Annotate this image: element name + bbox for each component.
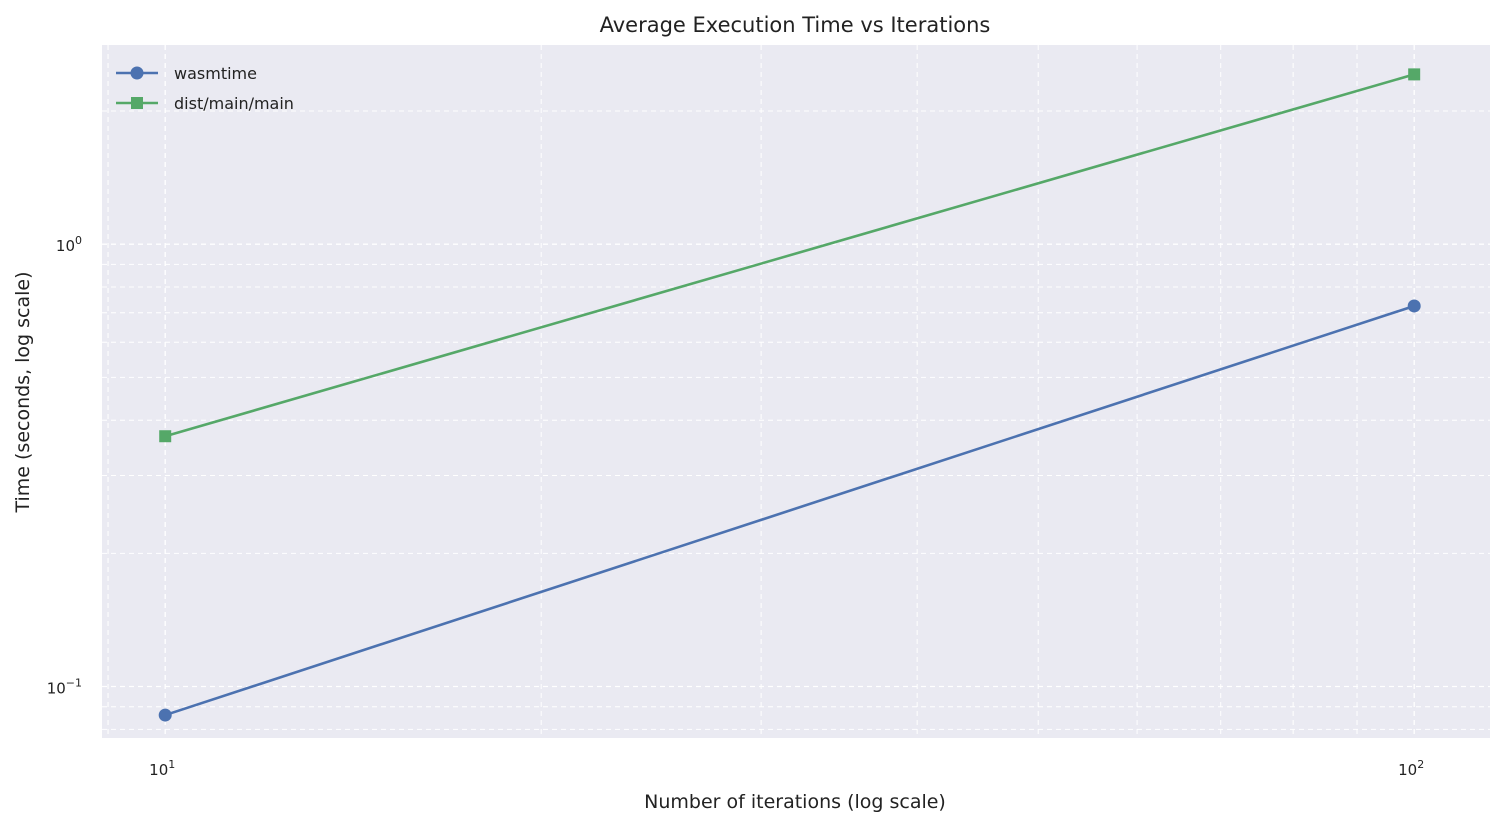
legend-label: dist/main/main: [174, 94, 294, 113]
data-point: [159, 430, 172, 443]
series-line: [164, 73, 1415, 438]
legend-marker: [131, 97, 143, 109]
x-axis-label: Number of iterations (log scale): [644, 791, 946, 813]
y-tick-label: 100: [56, 234, 82, 255]
series-layer: [158, 68, 1421, 722]
chart-title: Average Execution Time vs Iterations: [600, 13, 991, 37]
y-axis-label: Time (seconds, log scale): [12, 271, 34, 513]
legend-label: wasmtime: [174, 64, 257, 83]
y-tick-label: 10−1: [47, 677, 82, 698]
x-tick-label: 102: [1398, 758, 1424, 779]
series-line: [164, 304, 1415, 717]
legend: wasmtime dist/main/main: [116, 64, 294, 113]
plot-background: [102, 45, 1490, 738]
data-point: [158, 708, 172, 722]
x-tick-label: 101: [149, 758, 175, 779]
grid: [102, 45, 1490, 738]
data-point: [1408, 68, 1421, 81]
legend-marker: [130, 66, 144, 80]
data-point: [1407, 299, 1421, 313]
tick-labels: 101 102 10−1 100: [47, 234, 1425, 779]
